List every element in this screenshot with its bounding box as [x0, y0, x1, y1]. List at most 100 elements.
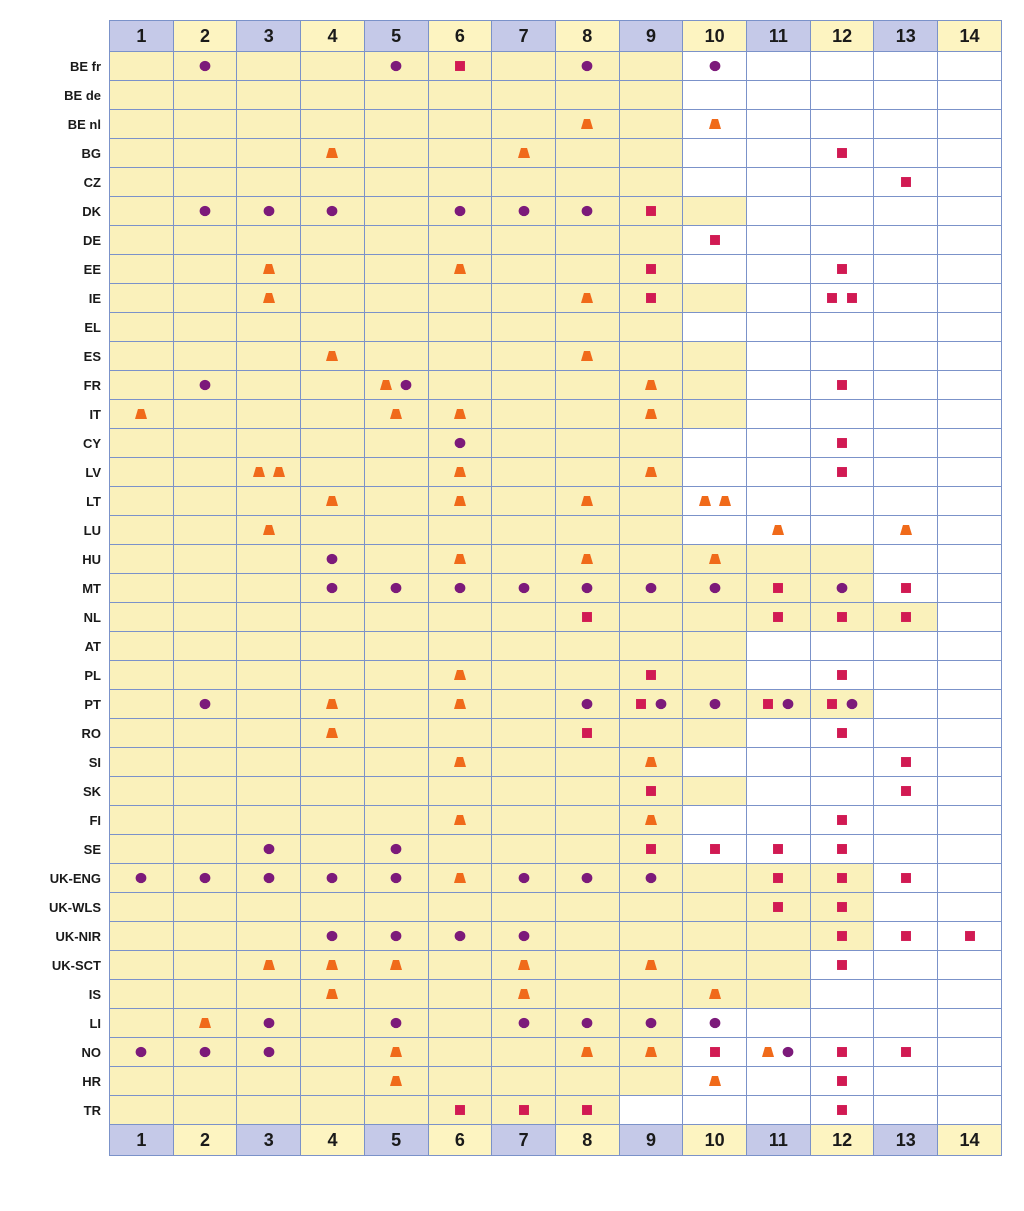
matrix-cell [428, 922, 492, 951]
matrix-cell [173, 458, 237, 487]
cell-markers [643, 951, 659, 979]
matrix-cell [874, 458, 938, 487]
matrix-cell [874, 487, 938, 516]
column-number: 14 [938, 21, 1002, 52]
matrix-cell [619, 197, 683, 226]
cell-markers [261, 255, 277, 283]
matrix-cell [810, 603, 874, 632]
matrix-cell [428, 81, 492, 110]
matrix-cell [173, 951, 237, 980]
matrix-cell [683, 516, 747, 545]
matrix-cell [364, 168, 428, 197]
cell-markers [378, 371, 414, 399]
row-label: IT [22, 400, 110, 429]
cell-markers [452, 922, 468, 950]
column-number: 14 [938, 1125, 1002, 1156]
matrix-cell [301, 197, 365, 226]
matrix-cell [810, 632, 874, 661]
table-row: LT [22, 487, 1002, 516]
matrix-cell [555, 110, 619, 139]
table-row: SE [22, 835, 1002, 864]
cell-markers [197, 690, 213, 718]
matrix-cell [874, 400, 938, 429]
cell-markers [388, 1067, 404, 1095]
matrix-cell [492, 255, 556, 284]
column-number: 4 [301, 1125, 365, 1156]
matrix-cell [938, 980, 1002, 1009]
cell-markers [388, 922, 404, 950]
column-number: 7 [492, 1125, 556, 1156]
matrix-cell [619, 458, 683, 487]
matrix-cell [237, 226, 301, 255]
table-row: EE [22, 255, 1002, 284]
matrix-cell [237, 110, 301, 139]
column-number: 8 [555, 1125, 619, 1156]
cell-markers [770, 516, 786, 544]
matrix-cell [938, 806, 1002, 835]
matrix-cell [874, 313, 938, 342]
header-spacer [22, 21, 110, 52]
matrix-cell [555, 661, 619, 690]
matrix-cell [428, 603, 492, 632]
column-header-row-bottom: 1234567891011121314 [22, 1125, 1002, 1156]
matrix-cell [173, 632, 237, 661]
cell-markers [770, 864, 786, 892]
matrix-cell [810, 980, 874, 1009]
matrix-cell [810, 400, 874, 429]
matrix-cell [110, 52, 174, 81]
matrix-cell [938, 81, 1002, 110]
matrix-cell [237, 400, 301, 429]
cell-markers [324, 719, 340, 747]
cell-markers [452, 1096, 468, 1124]
cell-markers [324, 864, 340, 892]
matrix-cell [747, 110, 811, 139]
matrix-cell [301, 632, 365, 661]
matrix-cell [938, 864, 1002, 893]
cell-markers [707, 835, 723, 863]
matrix-cell [364, 574, 428, 603]
cell-markers [834, 458, 850, 486]
matrix-cell [110, 574, 174, 603]
matrix-cell [364, 284, 428, 313]
column-number: 13 [874, 1125, 938, 1156]
matrix-cell [364, 1009, 428, 1038]
row-label: PT [22, 690, 110, 719]
matrix-cell [237, 487, 301, 516]
matrix-cell [428, 1096, 492, 1125]
matrix-cell [747, 777, 811, 806]
matrix-cell [810, 748, 874, 777]
matrix-cell [237, 81, 301, 110]
table-row: LU [22, 516, 1002, 545]
matrix-cell [364, 487, 428, 516]
matrix-cell [619, 603, 683, 632]
matrix-cell [173, 487, 237, 516]
cell-markers [898, 777, 914, 805]
matrix-cell [364, 255, 428, 284]
matrix-cell [555, 487, 619, 516]
column-number: 1 [110, 21, 174, 52]
cell-markers [643, 806, 659, 834]
row-label: TR [22, 1096, 110, 1125]
matrix-cell [810, 1096, 874, 1125]
matrix-cell [428, 226, 492, 255]
matrix-cell [173, 226, 237, 255]
matrix-cell [555, 226, 619, 255]
matrix-cell [810, 893, 874, 922]
cell-markers [697, 487, 733, 515]
matrix-cell [301, 139, 365, 168]
table-row: UK-WLS [22, 893, 1002, 922]
matrix-cell [619, 371, 683, 400]
matrix-cell [173, 806, 237, 835]
matrix-cell [428, 197, 492, 226]
matrix-cell [364, 719, 428, 748]
matrix-cell [810, 545, 874, 574]
cell-markers [579, 574, 595, 602]
matrix-cell [938, 516, 1002, 545]
matrix-cell [428, 864, 492, 893]
matrix-cell [173, 922, 237, 951]
matrix-cell [173, 429, 237, 458]
table-row: RO [22, 719, 1002, 748]
matrix-cell [874, 255, 938, 284]
matrix-cell [110, 864, 174, 893]
matrix-cell [492, 603, 556, 632]
